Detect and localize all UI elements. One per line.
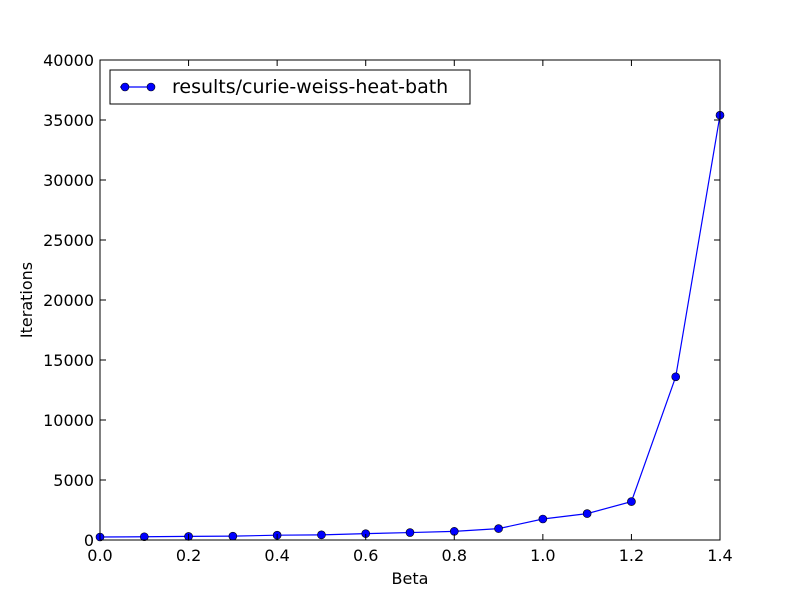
y-tick-label: 20000 bbox=[43, 291, 94, 310]
data-point bbox=[139, 532, 149, 542]
x-tick-label: 1.0 bbox=[530, 546, 555, 565]
y-axis-label: Iterations bbox=[17, 262, 36, 338]
x-tick-label: 1.4 bbox=[707, 546, 732, 565]
x-tick-label: 0.0 bbox=[87, 546, 112, 565]
x-tick-label: 1.2 bbox=[619, 546, 644, 565]
x-tick-label: 0.2 bbox=[176, 546, 201, 565]
y-tick-label: 25000 bbox=[43, 231, 94, 250]
data-point bbox=[582, 509, 592, 518]
legend-box bbox=[109, 69, 471, 105]
y-tick-label: 40000 bbox=[43, 51, 94, 70]
data-point bbox=[317, 530, 326, 540]
plot-frame bbox=[99, 59, 721, 541]
y-tick-label: 15000 bbox=[43, 351, 94, 370]
data-point bbox=[405, 528, 415, 537]
legend-marker bbox=[146, 82, 156, 92]
data-point bbox=[538, 514, 548, 524]
data-point bbox=[228, 531, 238, 541]
y-tick-label: 35000 bbox=[43, 111, 94, 130]
x-tick-label: 0.4 bbox=[264, 546, 289, 565]
x-tick-label: 0.8 bbox=[442, 546, 467, 565]
legend-marker bbox=[120, 82, 130, 92]
y-tick-label: 30000 bbox=[43, 171, 94, 190]
legend-label: results/curie-weiss-heat-bath bbox=[172, 76, 448, 98]
series-line bbox=[99, 115, 721, 538]
data-point bbox=[671, 372, 681, 382]
data-point bbox=[627, 497, 636, 506]
y-tick-label: 0 bbox=[84, 531, 94, 550]
y-tick-label: 5000 bbox=[53, 471, 94, 490]
y-tick-label: 10000 bbox=[43, 411, 94, 430]
x-axis-label: Beta bbox=[392, 569, 429, 588]
data-point bbox=[494, 524, 503, 533]
x-tick-label: 0.6 bbox=[353, 546, 378, 565]
